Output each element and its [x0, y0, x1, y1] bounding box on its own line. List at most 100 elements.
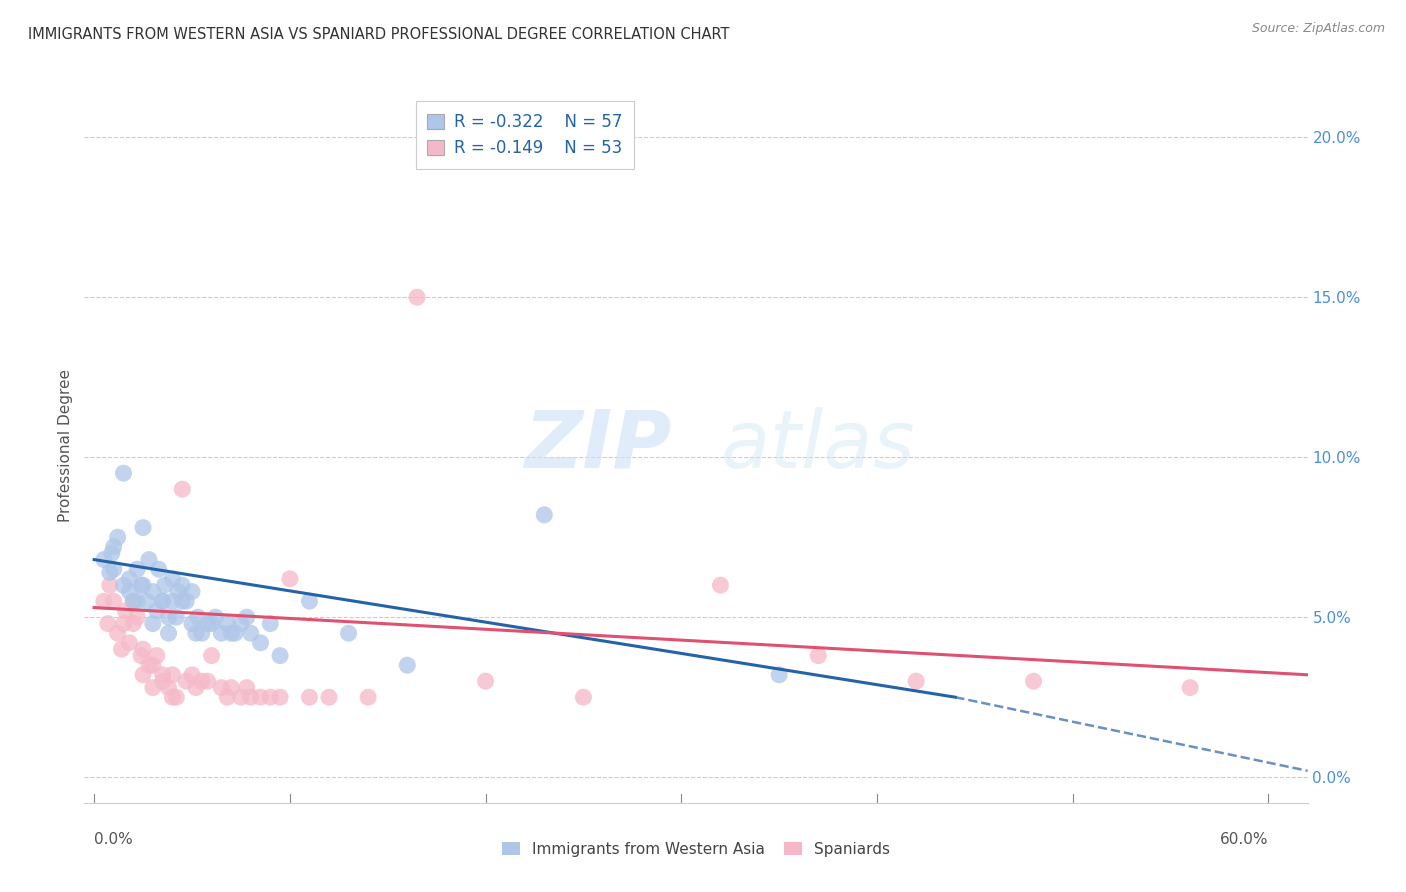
- Point: [112, 578, 135, 592]
- Point: [187, 610, 209, 624]
- Point: [142, 681, 165, 695]
- Point: [172, 482, 194, 496]
- Point: [239, 690, 262, 705]
- Point: [269, 690, 291, 705]
- Text: ZIP: ZIP: [524, 407, 672, 485]
- Point: [184, 681, 207, 695]
- Point: [110, 642, 132, 657]
- Point: [219, 681, 242, 695]
- Point: [181, 668, 204, 682]
- Point: [157, 681, 180, 695]
- Point: [200, 648, 222, 663]
- Point: [127, 610, 149, 624]
- Point: [132, 520, 155, 534]
- Point: [152, 594, 174, 608]
- Point: [200, 616, 222, 631]
- Point: [118, 636, 141, 650]
- Point: [162, 668, 184, 682]
- Point: [98, 566, 121, 580]
- Point: [229, 616, 252, 631]
- Point: [142, 616, 165, 631]
- Point: [172, 594, 194, 608]
- Point: [318, 690, 340, 705]
- Point: [103, 594, 125, 608]
- Point: [138, 552, 160, 566]
- Point: [768, 668, 790, 682]
- Point: [191, 674, 214, 689]
- Point: [98, 578, 121, 592]
- Point: [129, 578, 152, 592]
- Point: [152, 594, 174, 608]
- Point: [298, 594, 321, 608]
- Point: [572, 690, 595, 705]
- Point: [162, 572, 184, 586]
- Text: 60.0%: 60.0%: [1220, 831, 1268, 847]
- Point: [219, 626, 242, 640]
- Point: [118, 584, 141, 599]
- Point: [217, 690, 239, 705]
- Point: [127, 594, 149, 608]
- Point: [224, 626, 246, 640]
- Point: [1178, 681, 1201, 695]
- Point: [136, 594, 159, 608]
- Point: [807, 648, 830, 663]
- Point: [191, 626, 214, 640]
- Point: [357, 690, 380, 705]
- Point: [107, 530, 129, 544]
- Point: [209, 626, 232, 640]
- Point: [217, 616, 239, 631]
- Point: [236, 610, 259, 624]
- Point: [114, 604, 136, 618]
- Point: [204, 610, 226, 624]
- Point: [138, 658, 160, 673]
- Legend: Immigrants from Western Asia, Spaniards: Immigrants from Western Asia, Spaniards: [496, 836, 896, 863]
- Point: [129, 648, 152, 663]
- Point: [132, 578, 155, 592]
- Point: [148, 562, 170, 576]
- Point: [259, 616, 281, 631]
- Point: [93, 594, 115, 608]
- Point: [249, 690, 271, 705]
- Point: [162, 594, 184, 608]
- Point: [197, 616, 219, 631]
- Point: [165, 610, 187, 624]
- Point: [249, 636, 271, 650]
- Point: [209, 681, 232, 695]
- Point: [174, 594, 197, 608]
- Point: [132, 642, 155, 657]
- Point: [174, 674, 197, 689]
- Point: [172, 578, 194, 592]
- Point: [278, 572, 301, 586]
- Point: [118, 572, 141, 586]
- Point: [152, 668, 174, 682]
- Text: IMMIGRANTS FROM WESTERN ASIA VS SPANIARD PROFESSIONAL DEGREE CORRELATION CHART: IMMIGRANTS FROM WESTERN ASIA VS SPANIARD…: [28, 27, 730, 42]
- Point: [162, 690, 184, 705]
- Text: atlas: atlas: [720, 407, 915, 485]
- Point: [474, 674, 496, 689]
- Point: [165, 690, 187, 705]
- Point: [709, 578, 731, 592]
- Point: [93, 552, 115, 566]
- Point: [337, 626, 360, 640]
- Point: [97, 616, 120, 631]
- Point: [142, 658, 165, 673]
- Point: [533, 508, 555, 522]
- Point: [112, 466, 135, 480]
- Point: [127, 562, 149, 576]
- Point: [269, 648, 291, 663]
- Point: [167, 584, 190, 599]
- Point: [142, 584, 165, 599]
- Point: [103, 540, 125, 554]
- Point: [157, 610, 180, 624]
- Point: [122, 594, 145, 608]
- Point: [181, 584, 204, 599]
- Point: [146, 604, 169, 618]
- Text: 0.0%: 0.0%: [94, 831, 134, 847]
- Point: [100, 546, 122, 560]
- Point: [157, 626, 180, 640]
- Point: [152, 674, 174, 689]
- Text: Source: ZipAtlas.com: Source: ZipAtlas.com: [1251, 22, 1385, 36]
- Point: [184, 626, 207, 640]
- Point: [905, 674, 928, 689]
- Point: [406, 290, 429, 304]
